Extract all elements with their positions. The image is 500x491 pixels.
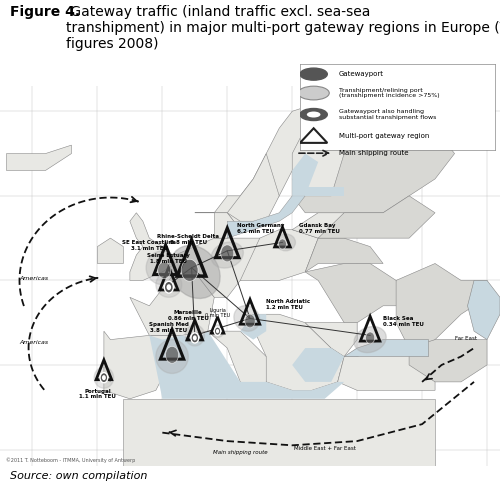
Text: Liguria
0.mln TEU: Liguria 0.mln TEU — [205, 308, 230, 319]
Polygon shape — [305, 238, 383, 272]
Circle shape — [214, 327, 221, 335]
Ellipse shape — [276, 234, 295, 251]
Polygon shape — [396, 264, 487, 348]
Polygon shape — [6, 145, 71, 170]
Polygon shape — [195, 103, 344, 230]
Text: Spanish Med
3.8 mln TEU: Spanish Med 3.8 mln TEU — [149, 322, 189, 333]
Text: Main shipping route: Main shipping route — [213, 450, 268, 455]
Polygon shape — [124, 399, 435, 466]
Text: ©2011 T. Notteboom - ITMMA, University of Antwerp: ©2011 T. Notteboom - ITMMA, University o… — [6, 458, 136, 463]
Ellipse shape — [156, 340, 188, 374]
Text: Seine Estuary
1.8 mln TEU: Seine Estuary 1.8 mln TEU — [148, 253, 190, 264]
Polygon shape — [292, 111, 344, 196]
Text: North Adriatic
1.2 mln TEU: North Adriatic 1.2 mln TEU — [266, 299, 310, 310]
Polygon shape — [98, 238, 124, 264]
Polygon shape — [409, 340, 487, 382]
Circle shape — [102, 375, 106, 380]
Circle shape — [300, 68, 328, 80]
Text: Main shipping route: Main shipping route — [339, 150, 408, 156]
Circle shape — [278, 239, 286, 249]
Polygon shape — [305, 188, 344, 196]
Ellipse shape — [234, 305, 260, 331]
Circle shape — [191, 333, 198, 343]
Circle shape — [164, 281, 173, 293]
Text: Americas: Americas — [20, 276, 48, 281]
Text: Rhine-Scheldt Delta
8.8 mln TEU: Rhine-Scheldt Delta 8.8 mln TEU — [158, 234, 220, 245]
Text: Multi-port gateway region: Multi-port gateway region — [339, 133, 430, 139]
Circle shape — [100, 373, 108, 383]
Text: Marseille
0.86 mln TEU: Marseille 0.86 mln TEU — [168, 310, 208, 321]
Polygon shape — [208, 331, 279, 390]
Polygon shape — [162, 238, 260, 298]
Polygon shape — [292, 213, 344, 238]
Circle shape — [245, 314, 255, 328]
Polygon shape — [104, 331, 182, 399]
Text: SE East Coastline
3.1 mln TEU: SE East Coastline 3.1 mln TEU — [122, 240, 176, 251]
Text: Middle East + Far East: Middle East + Far East — [294, 445, 356, 451]
Polygon shape — [228, 196, 305, 238]
Circle shape — [193, 335, 197, 340]
Polygon shape — [214, 213, 240, 238]
Circle shape — [366, 332, 374, 344]
Circle shape — [307, 111, 320, 117]
Text: Source: own compilation: Source: own compilation — [10, 471, 147, 481]
Polygon shape — [130, 213, 176, 280]
Circle shape — [298, 86, 329, 100]
Circle shape — [300, 109, 328, 121]
Text: Transhipment/relining port
(transhipment incidence >75%): Transhipment/relining port (transhipment… — [339, 88, 440, 98]
Polygon shape — [305, 264, 409, 323]
Text: Gateway traffic (inland traffic excl. sea-sea
transhipment) in major multi-port : Gateway traffic (inland traffic excl. se… — [66, 5, 500, 52]
Polygon shape — [292, 348, 344, 382]
Ellipse shape — [211, 242, 244, 268]
Polygon shape — [318, 196, 435, 238]
Polygon shape — [292, 128, 454, 213]
Polygon shape — [292, 154, 318, 196]
Text: North Germany
6.2 mln TEU: North Germany 6.2 mln TEU — [237, 223, 284, 234]
Polygon shape — [240, 314, 266, 340]
Text: Far East: Far East — [456, 336, 477, 341]
Ellipse shape — [354, 327, 386, 353]
Polygon shape — [305, 323, 357, 356]
Polygon shape — [240, 230, 318, 280]
Circle shape — [181, 259, 198, 281]
Circle shape — [166, 346, 178, 363]
Polygon shape — [130, 272, 214, 335]
Ellipse shape — [94, 367, 114, 388]
Polygon shape — [344, 340, 428, 356]
Circle shape — [216, 329, 219, 333]
Polygon shape — [228, 154, 279, 221]
Text: Figure 4.: Figure 4. — [10, 5, 80, 19]
Polygon shape — [247, 314, 344, 390]
Ellipse shape — [170, 246, 220, 299]
Ellipse shape — [146, 251, 178, 285]
Ellipse shape — [185, 325, 204, 346]
Circle shape — [158, 262, 171, 279]
Circle shape — [221, 245, 234, 262]
Text: Gatewayport: Gatewayport — [339, 71, 384, 77]
Ellipse shape — [211, 325, 224, 337]
Text: Black Sea
0.34 mln TEU: Black Sea 0.34 mln TEU — [383, 316, 424, 327]
Text: Americas: Americas — [20, 340, 48, 345]
Text: Portugal
1.1 mln TEU: Portugal 1.1 mln TEU — [79, 389, 116, 400]
Ellipse shape — [156, 272, 182, 298]
Circle shape — [166, 284, 171, 290]
Polygon shape — [150, 331, 344, 399]
Text: Gatewayport also handling
substantial transhipment flows: Gatewayport also handling substantial tr… — [339, 109, 436, 120]
Polygon shape — [338, 348, 435, 390]
Text: Gdansk Bay
0.77 mln TEU: Gdansk Bay 0.77 mln TEU — [298, 223, 340, 234]
Polygon shape — [468, 280, 500, 340]
